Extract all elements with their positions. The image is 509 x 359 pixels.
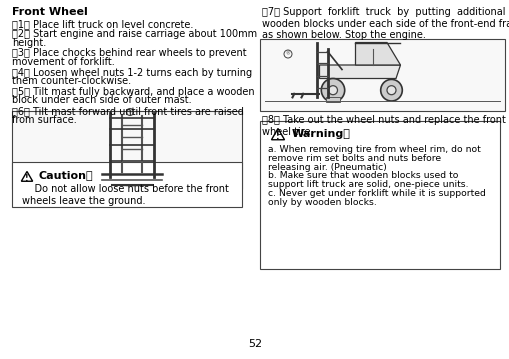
Text: （7） Support  forklift  truck  by  putting  additional
wooden blocks under each s: （7） Support forklift truck by putting ad… <box>262 7 509 40</box>
Text: b. Make sure that wooden blocks used to: b. Make sure that wooden blocks used to <box>267 171 458 181</box>
Text: a. When removing tire from wheel rim, do not: a. When removing tire from wheel rim, do… <box>267 145 480 154</box>
Text: height.: height. <box>12 38 46 48</box>
Text: Warning：: Warning： <box>292 129 350 139</box>
Text: movement of forklift.: movement of forklift. <box>12 57 115 67</box>
Circle shape <box>380 79 402 101</box>
Text: ®: ® <box>127 109 132 115</box>
Polygon shape <box>319 65 400 79</box>
Text: （1） Place lift truck on level concrete.: （1） Place lift truck on level concrete. <box>12 19 193 29</box>
Text: ®: ® <box>285 51 290 56</box>
Polygon shape <box>355 42 400 65</box>
Text: （3） Place chocks behind rear wheels to prevent: （3） Place chocks behind rear wheels to p… <box>12 48 246 59</box>
Text: 52: 52 <box>247 339 262 349</box>
Circle shape <box>321 79 344 102</box>
Text: from surface.: from surface. <box>12 115 76 125</box>
Text: （6） Tilt mast forward until front tires are raised: （6） Tilt mast forward until front tires … <box>12 106 243 116</box>
Text: !: ! <box>25 174 29 183</box>
Text: support lift truck are solid, one-piece units.: support lift truck are solid, one-piece … <box>267 180 468 189</box>
Text: Do not allow loose nuts before the front
wheels leave the ground.: Do not allow loose nuts before the front… <box>22 184 229 206</box>
FancyBboxPatch shape <box>12 162 242 207</box>
Text: remove rim set bolts and nuts before: remove rim set bolts and nuts before <box>267 154 440 163</box>
Circle shape <box>328 86 337 95</box>
Text: them counter-clockwise.: them counter-clockwise. <box>12 76 131 86</box>
FancyBboxPatch shape <box>260 121 499 269</box>
Text: Caution：: Caution： <box>39 170 94 180</box>
Text: （2） Start engine and raise carriage about 100mm: （2） Start engine and raise carriage abou… <box>12 29 257 39</box>
FancyBboxPatch shape <box>12 111 242 189</box>
FancyBboxPatch shape <box>260 39 504 111</box>
Text: only by wooden blocks.: only by wooden blocks. <box>267 198 376 207</box>
FancyBboxPatch shape <box>325 97 340 102</box>
Text: block under each side of outer mast.: block under each side of outer mast. <box>12 95 191 106</box>
Text: Front Wheel: Front Wheel <box>12 7 88 17</box>
Circle shape <box>386 86 395 95</box>
Text: !: ! <box>276 132 279 141</box>
Text: c. Never get under forklift while it is supported: c. Never get under forklift while it is … <box>267 189 485 198</box>
Text: （8） Take out the wheel nuts and replace the front
wheel tire.: （8） Take out the wheel nuts and replace … <box>262 115 505 137</box>
Text: releasing air. (Pneumatic): releasing air. (Pneumatic) <box>267 163 386 172</box>
Text: （4） Loosen wheel nuts 1-2 turns each by turning: （4） Loosen wheel nuts 1-2 turns each by … <box>12 67 251 78</box>
Text: （5） Tilt mast fully backward, and place a wooden: （5） Tilt mast fully backward, and place … <box>12 87 254 97</box>
